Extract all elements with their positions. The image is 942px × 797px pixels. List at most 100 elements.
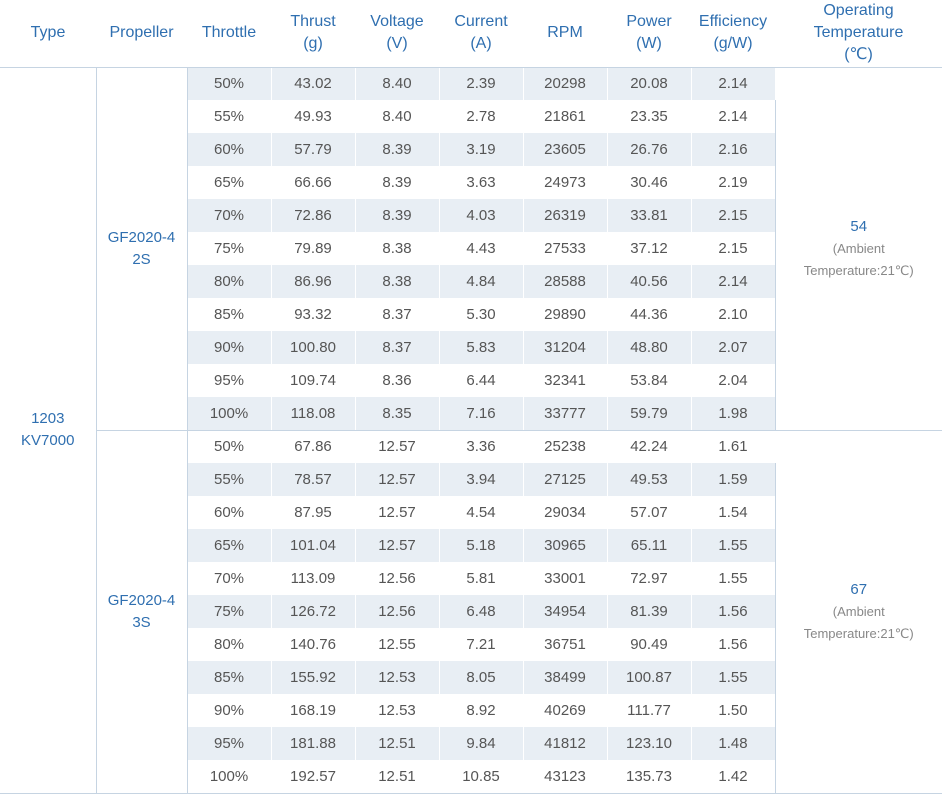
voltage-cell: 8.40 xyxy=(355,67,440,100)
power-cell: 26.76 xyxy=(607,133,692,166)
thrust-cell: 140.76 xyxy=(271,628,356,661)
power-cell: 81.39 xyxy=(607,595,692,628)
voltage-cell: 12.51 xyxy=(355,727,440,760)
voltage-cell: 12.57 xyxy=(355,430,440,463)
throttle-cell: 70% xyxy=(187,199,272,232)
power-cell: 72.97 xyxy=(607,562,692,595)
rpm-cell: 26319 xyxy=(523,199,608,232)
power-cell: 40.56 xyxy=(607,265,692,298)
propeller-line: GF2020-4 xyxy=(107,228,176,246)
table-row: 70% 72.86 8.39 4.03 26319 33.81 2.15 xyxy=(0,199,942,232)
voltage-cell: 8.38 xyxy=(355,265,440,298)
power-cell: 48.80 xyxy=(607,331,692,364)
thrust-cell: 87.95 xyxy=(271,496,356,529)
efficiency-cell: 2.14 xyxy=(691,265,776,298)
header-type: Type xyxy=(0,0,96,68)
voltage-cell: 12.57 xyxy=(355,496,440,529)
voltage-cell: 8.37 xyxy=(355,298,440,331)
thrust-cell: 72.86 xyxy=(271,199,356,232)
current-cell: 5.83 xyxy=(439,331,524,364)
header-rpm: RPM xyxy=(523,0,607,68)
rpm-cell: 38499 xyxy=(523,661,608,694)
current-cell: 3.94 xyxy=(439,463,524,496)
throttle-cell: 65% xyxy=(187,166,272,199)
header-efficiency-label: Efficiency xyxy=(698,13,768,31)
rpm-cell: 34954 xyxy=(523,595,608,628)
rpm-cell: 23605 xyxy=(523,133,608,166)
rpm-cell: 25238 xyxy=(523,430,608,463)
header-propeller: Propeller xyxy=(96,0,187,68)
rpm-cell: 27533 xyxy=(523,232,608,265)
throttle-cell: 75% xyxy=(187,232,272,265)
voltage-cell: 12.55 xyxy=(355,628,440,661)
rpm-cell: 20298 xyxy=(523,67,608,100)
motor-type-line: 1203 xyxy=(31,410,65,427)
efficiency-cell: 2.19 xyxy=(691,166,776,199)
efficiency-cell: 1.50 xyxy=(691,694,776,727)
throttle-cell: 85% xyxy=(187,661,272,694)
power-cell: 49.53 xyxy=(607,463,692,496)
ambient-temperature-note: (Ambient xyxy=(832,603,885,619)
throttle-cell: 55% xyxy=(187,463,272,496)
thrust-cell: 168.19 xyxy=(271,694,356,727)
efficiency-cell: 1.55 xyxy=(691,661,776,694)
header-temp-unit: (℃) xyxy=(844,46,873,64)
efficiency-cell: 1.42 xyxy=(691,760,776,794)
thrust-cell: 49.93 xyxy=(271,100,356,133)
power-cell: 111.77 xyxy=(607,694,692,727)
throttle-cell: 50% xyxy=(187,430,272,463)
thrust-cell: 57.79 xyxy=(271,133,356,166)
header-temp-line2: Temperature xyxy=(813,24,904,42)
current-cell: 8.05 xyxy=(439,661,524,694)
current-cell: 5.81 xyxy=(439,562,524,595)
current-cell: 6.44 xyxy=(439,364,524,397)
efficiency-cell: 1.56 xyxy=(691,595,776,628)
header-thrust: Thrust (g) xyxy=(271,0,355,68)
current-cell: 7.16 xyxy=(439,397,524,431)
throttle-cell: 90% xyxy=(187,694,272,727)
power-cell: 33.81 xyxy=(607,199,692,232)
efficiency-cell: 2.16 xyxy=(691,133,776,166)
voltage-cell: 8.35 xyxy=(355,397,440,431)
header-efficiency: Efficiency (g/W) xyxy=(691,0,775,68)
table-row: 70% 113.09 12.56 5.81 33001 72.97 1.55 xyxy=(0,562,942,595)
thrust-cell: 43.02 xyxy=(271,67,356,100)
operating-temperature-cell: 54 (Ambient Temperature:21℃) xyxy=(774,67,942,431)
table-row: 80% 140.76 12.55 7.21 36751 90.49 1.56 xyxy=(0,628,942,661)
current-cell: 4.03 xyxy=(439,199,524,232)
table-row: 65% 66.66 8.39 3.63 24973 30.46 2.19 xyxy=(0,166,942,199)
thrust-cell: 66.66 xyxy=(271,166,356,199)
propeller-line: GF2020-4 xyxy=(107,591,176,609)
throttle-cell: 60% xyxy=(187,133,272,166)
current-cell: 4.54 xyxy=(439,496,524,529)
efficiency-cell: 2.07 xyxy=(691,331,776,364)
header-power: Power (W) xyxy=(607,0,691,68)
table-row: 95% 181.88 12.51 9.84 41812 123.10 1.48 xyxy=(0,727,942,760)
thrust-cell: 78.57 xyxy=(271,463,356,496)
rpm-cell: 36751 xyxy=(523,628,608,661)
rpm-cell: 40269 xyxy=(523,694,608,727)
thrust-cell: 155.92 xyxy=(271,661,356,694)
rpm-cell: 24973 xyxy=(523,166,608,199)
power-cell: 20.08 xyxy=(607,67,692,100)
header-voltage-label: Voltage xyxy=(370,13,424,31)
throttle-cell: 95% xyxy=(187,364,272,397)
throttle-cell: 80% xyxy=(187,265,272,298)
power-cell: 57.07 xyxy=(607,496,692,529)
motor-type-line: KV7000 xyxy=(21,432,75,449)
efficiency-cell: 1.48 xyxy=(691,727,776,760)
table-header: Type Propeller Throttle Thrust (g) Volta… xyxy=(0,0,942,68)
rpm-cell: 41812 xyxy=(523,727,608,760)
power-cell: 100.87 xyxy=(607,661,692,694)
table-row: 75% 126.72 12.56 6.48 34954 81.39 1.56 xyxy=(0,595,942,628)
rpm-cell: 31204 xyxy=(523,331,608,364)
thrust-cell: 126.72 xyxy=(271,595,356,628)
power-cell: 53.84 xyxy=(607,364,692,397)
current-cell: 10.85 xyxy=(439,760,524,794)
table-row: 90% 100.80 8.37 5.83 31204 48.80 2.07 xyxy=(0,331,942,364)
current-cell: 9.84 xyxy=(439,727,524,760)
header-operating-temperature: Operating Temperature (℃) xyxy=(775,0,942,68)
table-row: 55% 78.57 12.57 3.94 27125 49.53 1.59 xyxy=(0,463,942,496)
header-current-unit: (A) xyxy=(470,35,492,53)
motor-type-cell: 1203 KV7000 xyxy=(0,67,97,794)
